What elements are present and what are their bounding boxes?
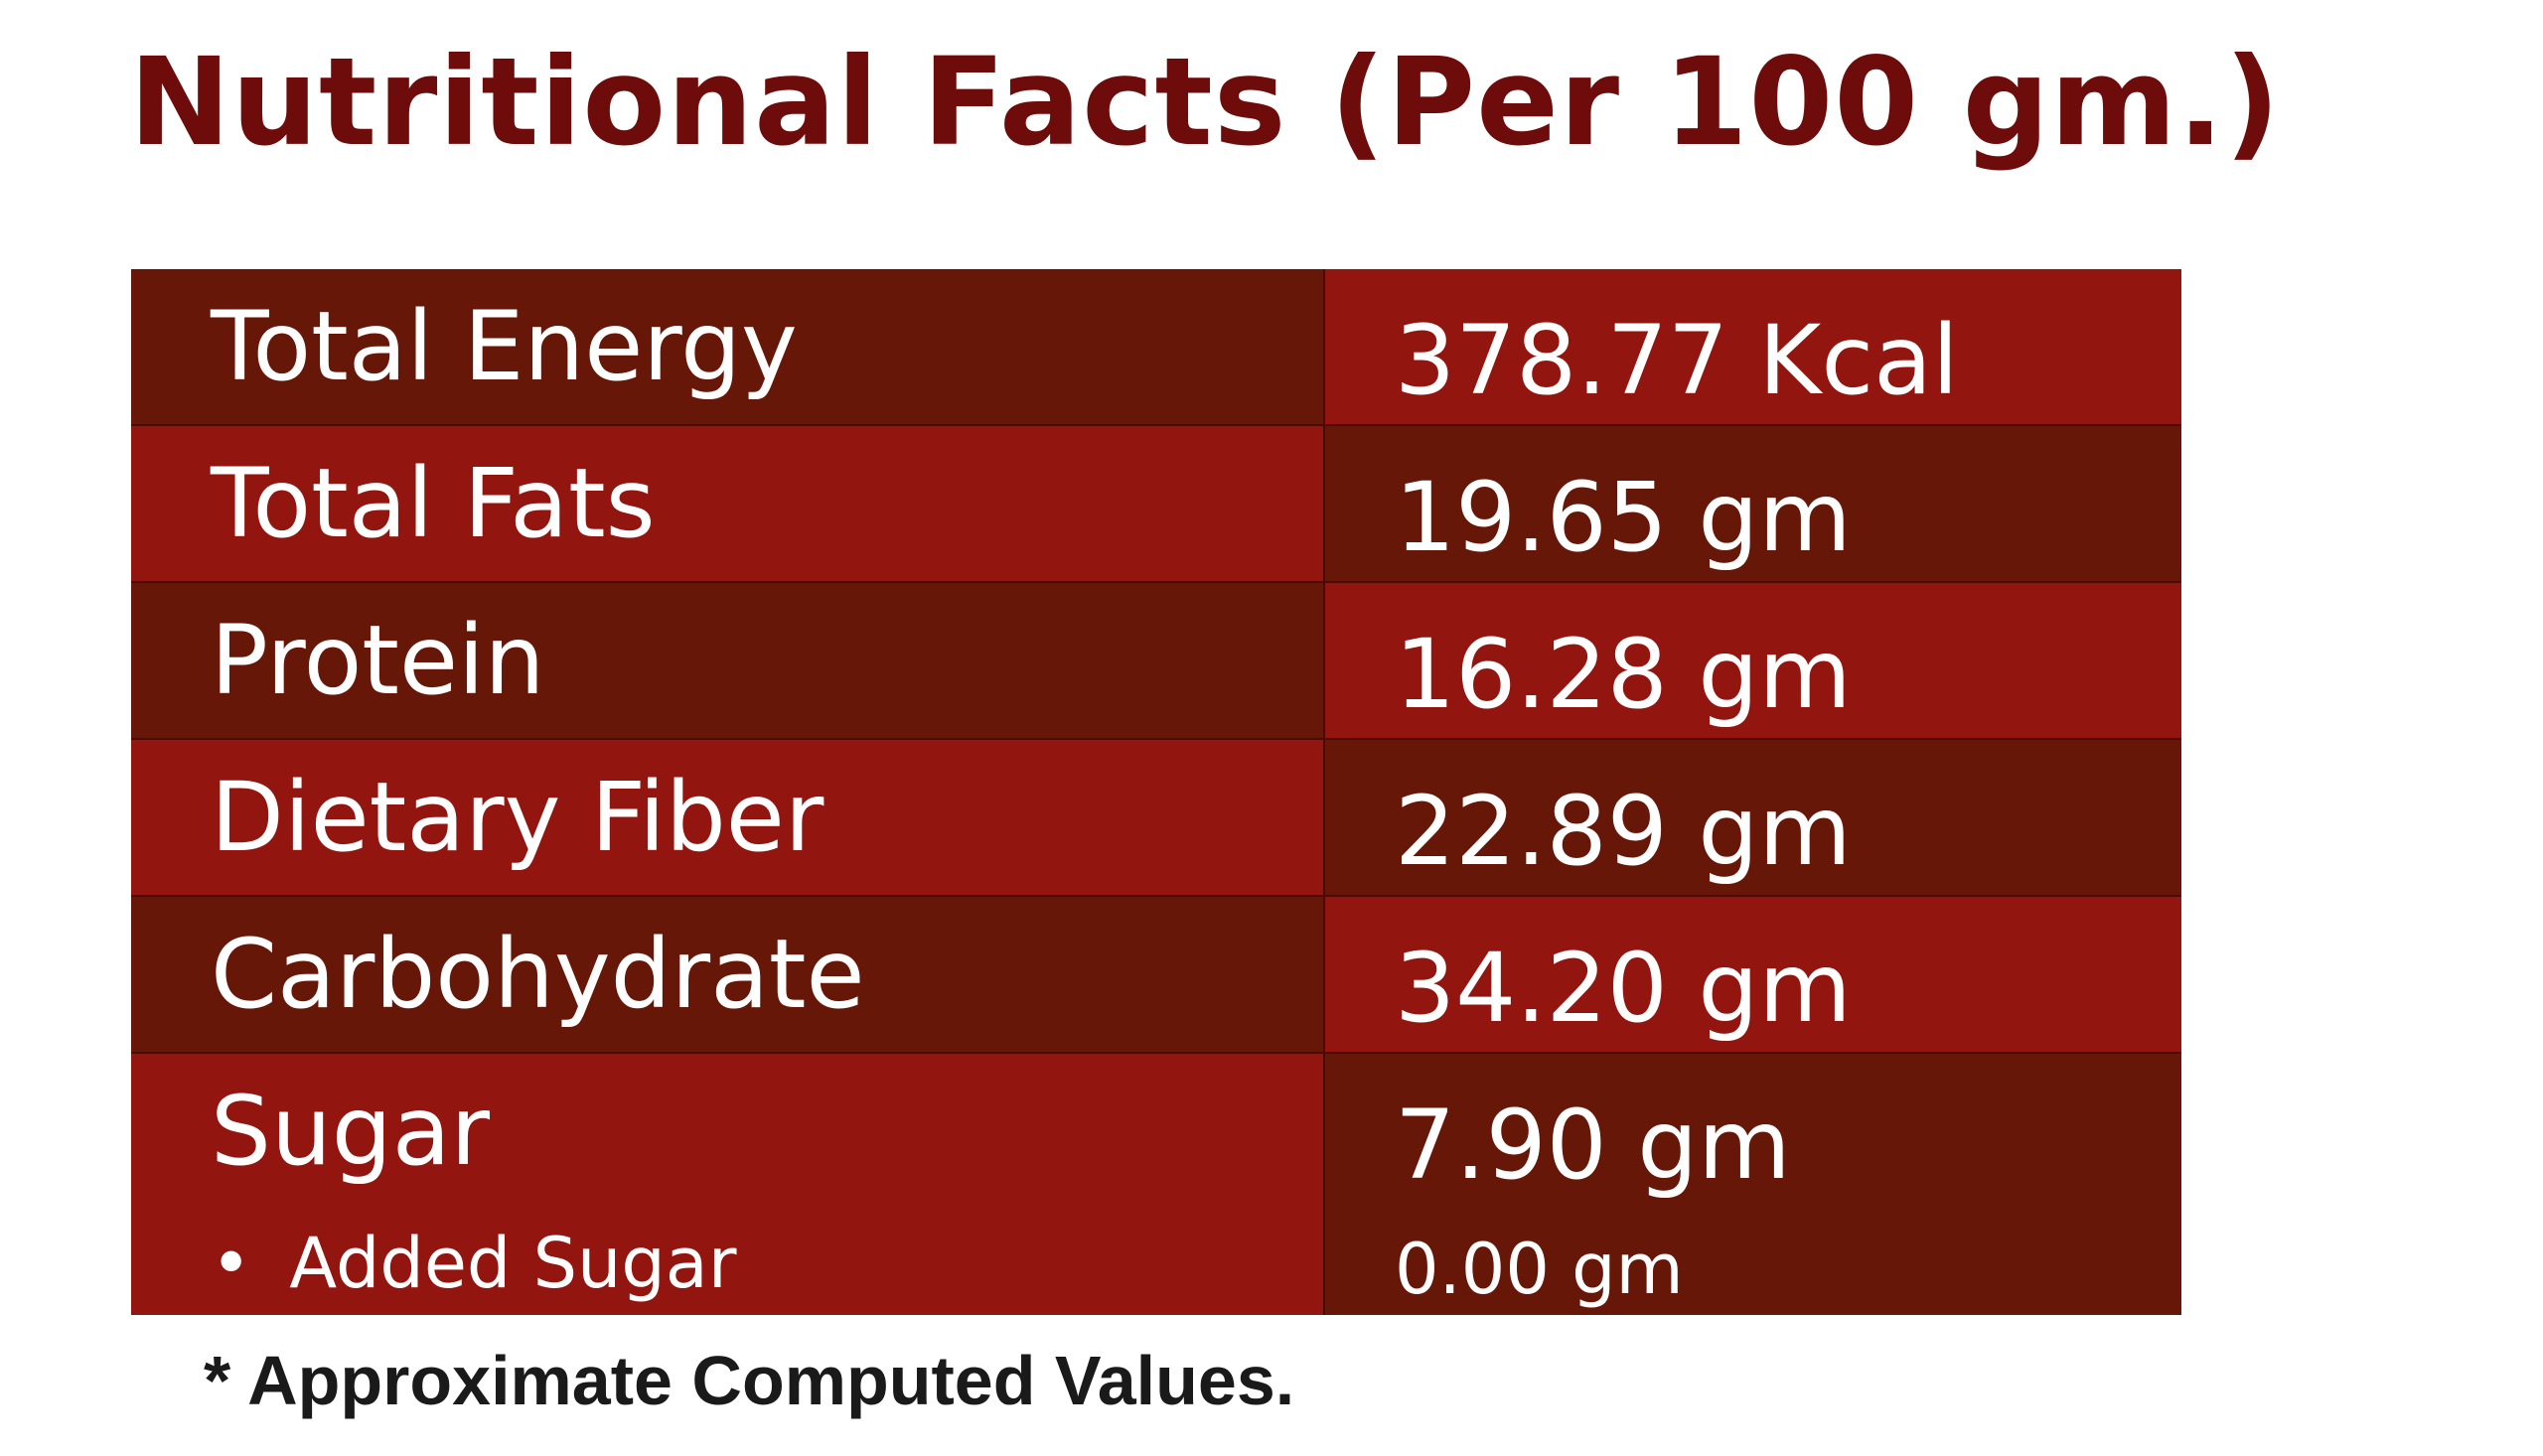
nutrient-label: Sugar <box>211 1076 491 1187</box>
nutrient-label: Total Fats <box>131 426 1325 581</box>
table-row: Carbohydrate 34.20 gm <box>131 895 2181 1052</box>
nutrient-value: 7.90 gm <box>1395 1090 1791 1201</box>
sub-nutrient-label: • Added Sugar <box>211 1229 1323 1298</box>
table-row: Total Energy 378.77 Kcal <box>131 269 2181 424</box>
nutrient-label: Dietary Fiber <box>131 740 1325 895</box>
nutrient-value: 22.89 gm <box>1325 740 2181 895</box>
bullet-icon: • <box>211 1223 252 1304</box>
nutrient-label: Total Energy <box>131 269 1325 424</box>
sub-nutrient-value: 0.00 gm <box>1395 1229 1684 1310</box>
nutrient-label: Carbohydrate <box>131 897 1325 1052</box>
sub-nutrient-label-text: Added Sugar <box>289 1223 737 1304</box>
table-row: Dietary Fiber 22.89 gm <box>131 738 2181 895</box>
table-row: Total Fats 19.65 gm <box>131 424 2181 581</box>
nutrient-value-group: 7.90 gm 0.00 gm <box>1325 1054 2181 1315</box>
nutrient-value: 16.28 gm <box>1325 583 2181 738</box>
nutrient-label-group: Sugar • Added Sugar <box>131 1054 1325 1315</box>
nutrition-table: Total Energy 378.77 Kcal Total Fats 19.6… <box>131 269 2181 1315</box>
nutrient-value: 378.77 Kcal <box>1325 269 2181 424</box>
table-row: Sugar • Added Sugar 7.90 gm 0.00 gm <box>131 1052 2181 1315</box>
nutrient-label: Protein <box>131 583 1325 738</box>
table-row: Protein 16.28 gm <box>131 581 2181 738</box>
page-title: Nutritional Facts (Per 100 gm.) <box>129 32 2282 173</box>
nutrient-value: 19.65 gm <box>1325 426 2181 581</box>
footnote: * Approximate Computed Values. <box>204 1342 1295 1419</box>
nutrient-value: 34.20 gm <box>1325 897 2181 1052</box>
